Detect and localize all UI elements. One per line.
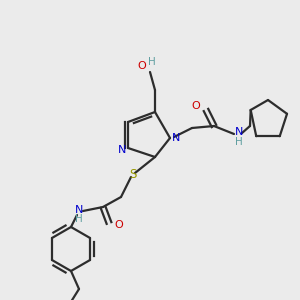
Text: H: H — [148, 57, 156, 67]
Text: N: N — [172, 133, 180, 143]
Text: O: O — [192, 101, 200, 111]
Text: N: N — [235, 127, 243, 137]
Text: N: N — [118, 145, 126, 155]
Text: O: O — [115, 220, 123, 230]
Text: N: N — [75, 205, 83, 215]
Text: H: H — [235, 137, 243, 147]
Text: S: S — [129, 169, 137, 182]
Text: O: O — [138, 61, 146, 71]
Text: H: H — [75, 214, 83, 224]
